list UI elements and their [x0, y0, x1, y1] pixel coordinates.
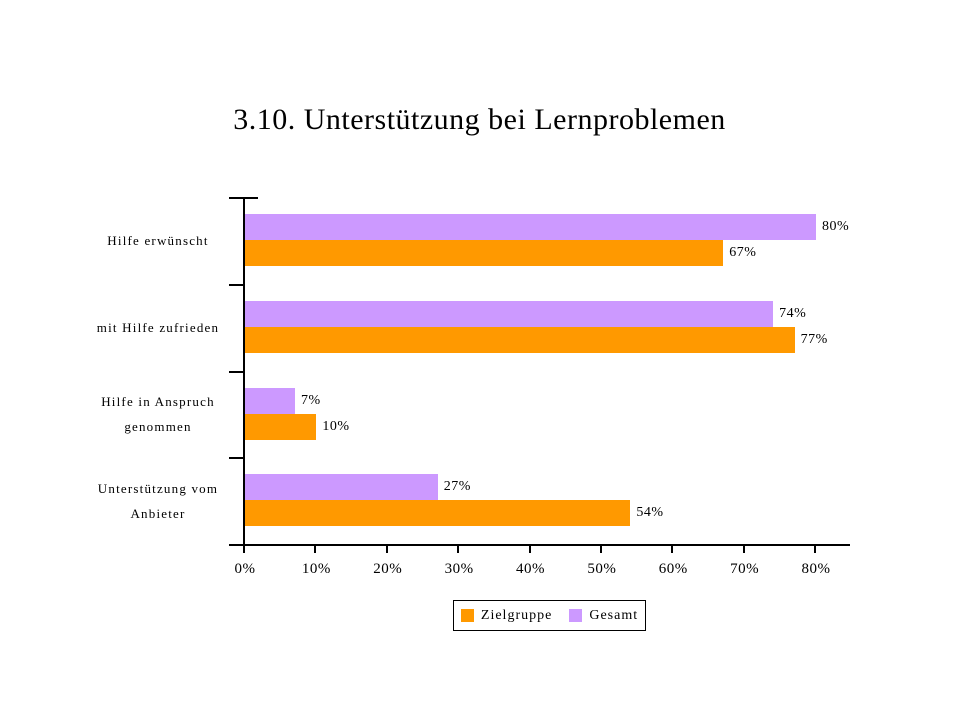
category-boundary-tick	[229, 197, 258, 199]
bar-value-label-gesamt: 7%	[300, 392, 321, 408]
x-tick-label: 0%	[234, 561, 256, 577]
category-boundary-tick	[229, 544, 245, 546]
x-axis-line	[243, 544, 850, 546]
x-tick-label: 80%	[801, 561, 831, 577]
x-tick-label: 60%	[658, 561, 688, 577]
x-axis-tick	[243, 544, 245, 553]
category-boundary-tick	[229, 370, 245, 373]
x-tick-label: 50%	[587, 561, 617, 577]
legend-item-zielgruppe: Zielgruppe	[460, 607, 553, 624]
category-boundary-tick	[229, 283, 245, 286]
x-tick-label: 70%	[730, 561, 760, 577]
bar-gesamt	[245, 387, 295, 414]
x-axis-tick	[671, 544, 674, 553]
x-tick-label: 30%	[444, 561, 474, 577]
bar-gesamt	[245, 214, 816, 240]
bar-value-label-gesamt: 27%	[443, 479, 471, 495]
bar-zielgruppe	[245, 413, 317, 440]
category-label: Hilfe in Anspruch genommen	[101, 393, 215, 434]
bar-value-label-zielgruppe: 77%	[800, 331, 828, 347]
legend-item-gesamt: Gesamt	[569, 608, 638, 624]
x-tick-label: 40%	[516, 561, 545, 577]
legend-label-zielgruppe: Zielgruppe	[480, 607, 553, 623]
legend-label-gesamt: Gesamt	[589, 607, 639, 623]
x-axis-tick	[814, 544, 816, 553]
x-axis-tick	[599, 544, 602, 553]
bar-value-label-zielgruppe: 54%	[636, 505, 664, 521]
legend: Zielgruppe Gesamt	[453, 600, 646, 631]
bar-zielgruppe	[245, 326, 795, 353]
x-axis-tick	[742, 544, 745, 553]
bar-zielgruppe	[245, 240, 724, 266]
bar-value-label-zielgruppe: 10%	[322, 418, 350, 434]
bar-value-label-gesamt: 74%	[779, 305, 807, 321]
category-label: Hilfe erwünscht	[107, 232, 209, 248]
x-tick-label: 10%	[301, 561, 331, 577]
legend-swatch-gesamt	[569, 609, 583, 622]
category-boundary-tick	[229, 457, 245, 460]
x-tick-label: 20%	[373, 561, 403, 577]
x-axis-tick	[457, 544, 460, 553]
category-label: Unterstützung vom Anbieter	[97, 480, 219, 521]
x-axis-tick	[528, 544, 531, 553]
bar-value-label-zielgruppe: 67%	[729, 245, 757, 260]
bar-gesamt	[245, 474, 438, 501]
x-axis-tick	[314, 544, 317, 553]
chart-title: 3.10. Unterstützung bei Lernproblemen	[233, 103, 726, 136]
category-label: mit Hilfe zufrieden	[96, 319, 220, 335]
legend-swatch-zielgruppe	[460, 609, 474, 622]
bar-value-label-gesamt: 80%	[822, 219, 850, 234]
x-axis-tick	[385, 544, 388, 553]
bar-zielgruppe	[245, 500, 631, 527]
bar-gesamt	[245, 300, 774, 327]
